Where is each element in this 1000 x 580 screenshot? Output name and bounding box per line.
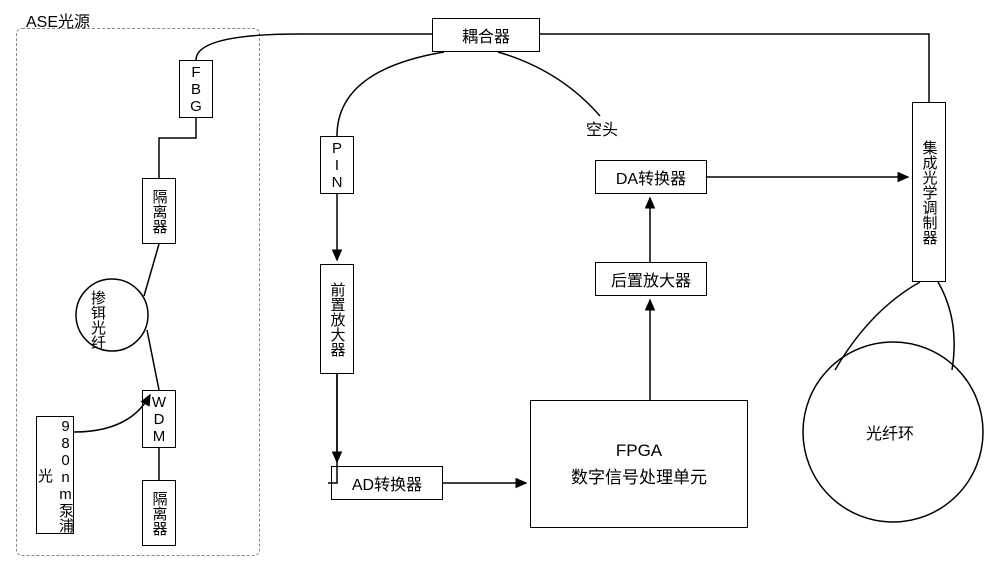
adc-label: AD转换器 bbox=[352, 471, 422, 495]
fbg-label: FBG bbox=[188, 64, 205, 115]
preamp-label: 前置放大器 bbox=[327, 282, 348, 357]
iom-label: 集成光学调制器 bbox=[919, 140, 940, 245]
iso-top-box: 隔离器 bbox=[142, 178, 176, 244]
fiber-ring-label: 光纤环 bbox=[866, 420, 914, 444]
fpga-label-2: 数字信号处理单元 bbox=[571, 464, 707, 491]
preamp-box: 前置放大器 bbox=[320, 264, 354, 374]
ase-group-label: ASE光源 bbox=[26, 8, 90, 32]
pump-label: 980nm泵浦光 bbox=[34, 417, 76, 533]
postamp-box: 后置放大器 bbox=[595, 262, 707, 296]
iso-bottom-label: 隔离器 bbox=[149, 491, 170, 536]
pump-box: 980nm泵浦光 bbox=[36, 416, 74, 534]
iso-bottom-box: 隔离器 bbox=[142, 480, 176, 546]
dac-box: DA转换器 bbox=[595, 160, 707, 194]
dac-label: DA转换器 bbox=[616, 165, 686, 189]
pin-label: PIN bbox=[329, 140, 346, 191]
iso-top-label: 隔离器 bbox=[149, 189, 170, 234]
fbg-box: FBG bbox=[179, 60, 213, 118]
wdm-box: WDM bbox=[142, 390, 176, 448]
adc-box: AD转换器 bbox=[331, 466, 443, 500]
pin-box: PIN bbox=[320, 136, 354, 194]
wdm-label: WDM bbox=[151, 394, 168, 445]
iom-box: 集成光学调制器 bbox=[912, 102, 946, 282]
fpga-label-1: FPGA bbox=[616, 437, 662, 464]
postamp-label: 后置放大器 bbox=[611, 267, 691, 291]
er-fiber-label: 掺铒光纤 bbox=[87, 290, 108, 354]
empty-head-label: 空头 bbox=[586, 116, 618, 140]
coupler-label: 耦合器 bbox=[462, 23, 510, 47]
fpga-box: FPGA 数字信号处理单元 bbox=[530, 400, 748, 528]
coupler-box: 耦合器 bbox=[432, 18, 540, 52]
